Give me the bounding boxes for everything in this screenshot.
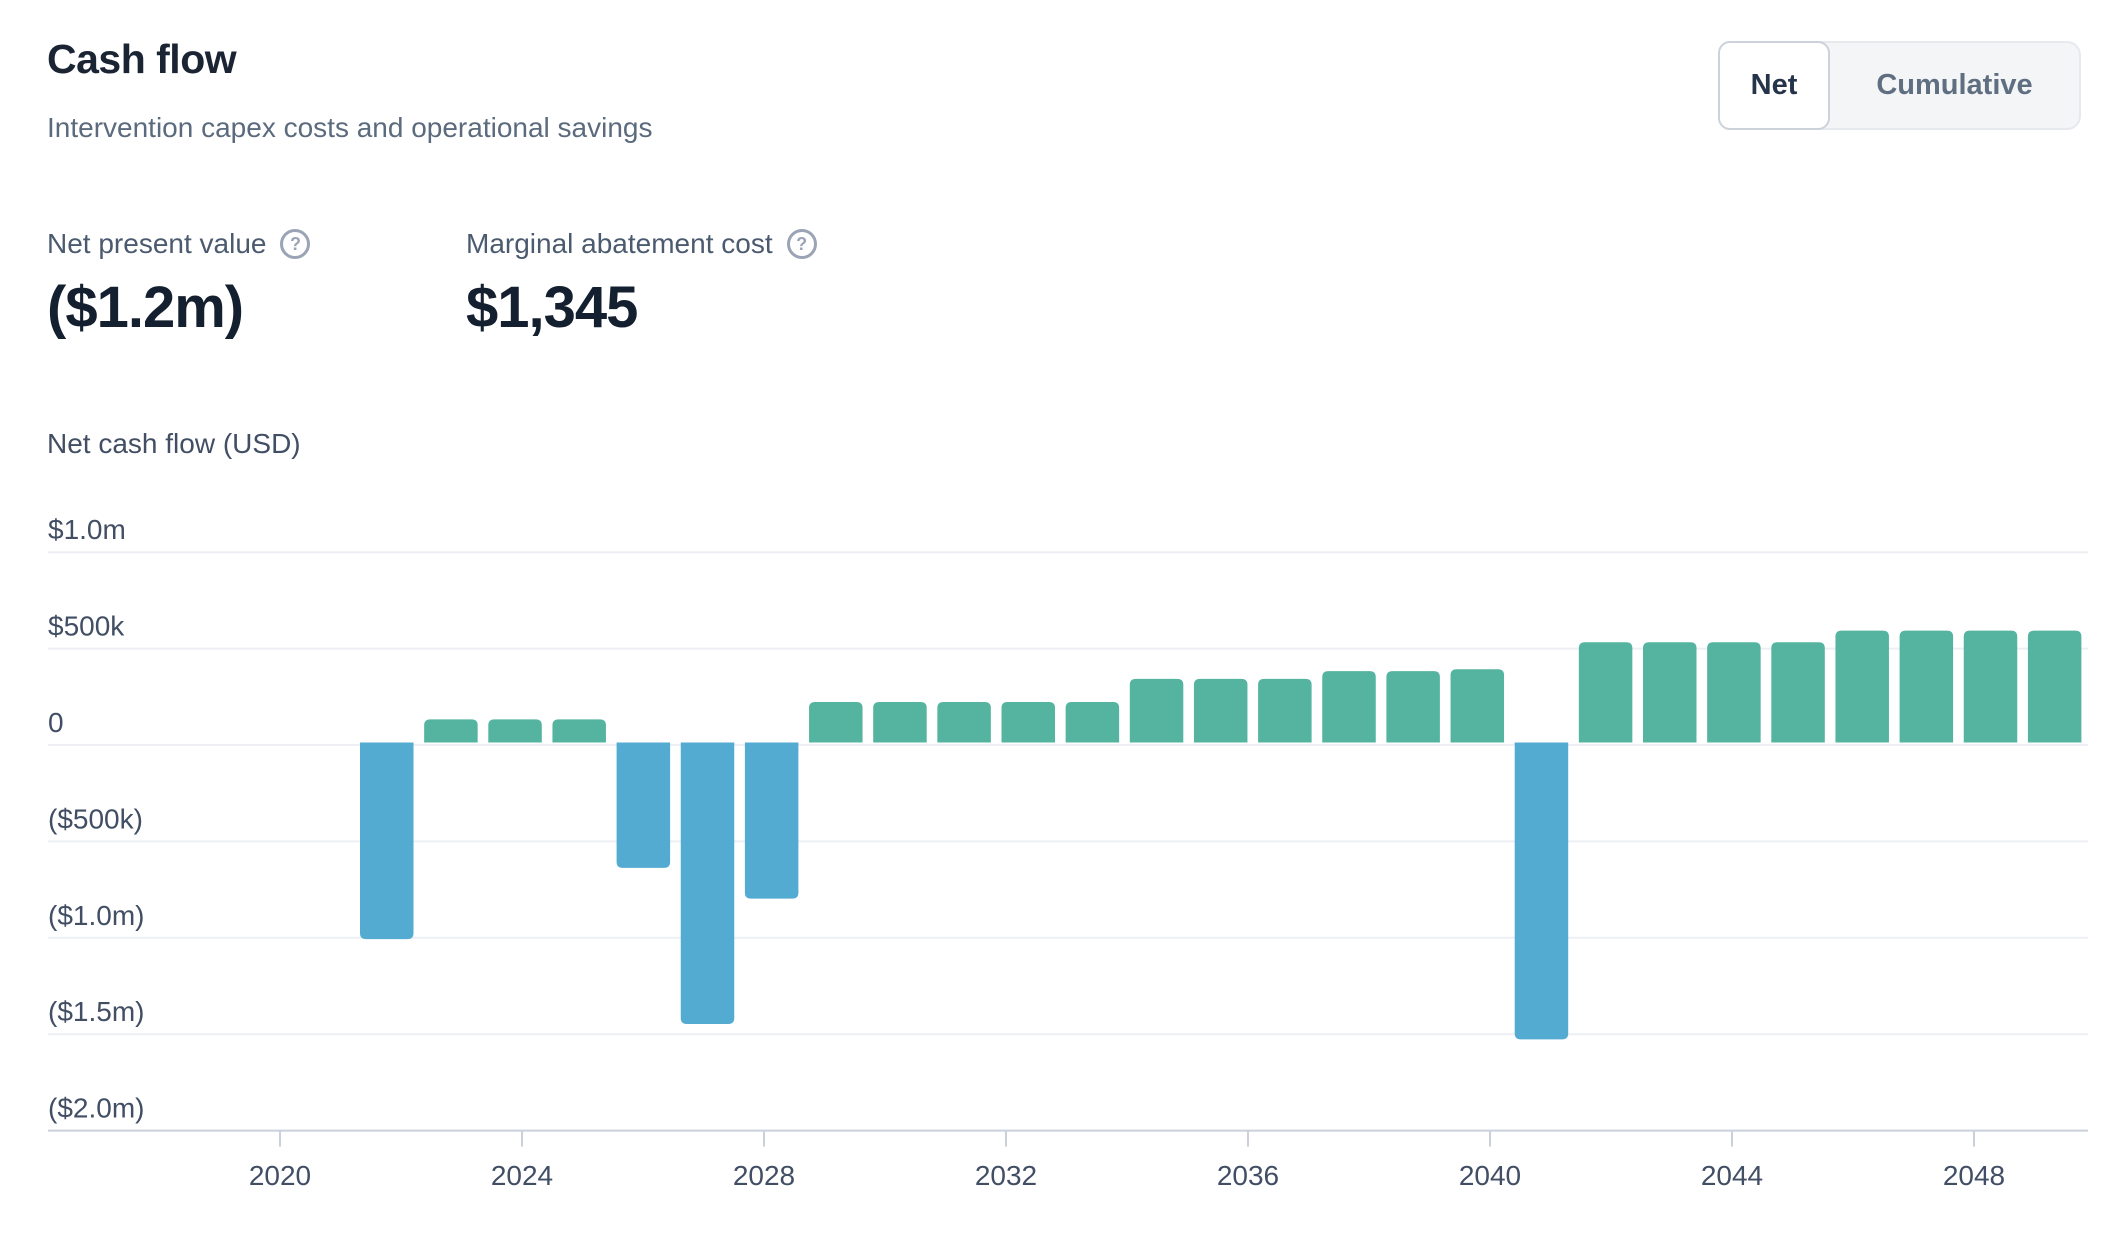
x-tick-label: 2048 <box>1943 1160 2005 1191</box>
page-subtitle: Intervention capex costs and operational… <box>47 112 653 143</box>
bar-2047[interactable] <box>1963 630 2018 743</box>
x-tick-label: 2020 <box>249 1160 311 1191</box>
x-tick-label: 2044 <box>1701 1160 1763 1191</box>
toggle-net-button[interactable]: Net <box>1718 41 1830 130</box>
metric-value: ($1.2m) <box>47 275 244 340</box>
question-circle-icon[interactable]: ? <box>786 229 817 259</box>
metric-value: $1,345 <box>466 275 638 340</box>
x-tick-label: 2024 <box>491 1160 553 1191</box>
y-tick-label: $1.0m <box>48 514 126 545</box>
y-tick-label: ($1.5m) <box>48 996 144 1027</box>
y-tick-label: ($500k) <box>48 803 143 834</box>
bar-2040[interactable] <box>1514 742 1569 1040</box>
page-title: Cash flow <box>47 36 237 82</box>
x-tick-label: 2028 <box>733 1160 795 1191</box>
bar-2046[interactable] <box>1899 630 1954 743</box>
bar-2034[interactable] <box>1129 678 1184 743</box>
x-tick-label: 2032 <box>975 1160 1037 1191</box>
bar-2044[interactable] <box>1771 642 1825 743</box>
bar-2026[interactable] <box>616 742 671 868</box>
bar-2025[interactable] <box>552 719 606 743</box>
bar-2039[interactable] <box>1450 669 1505 743</box>
y-tick-label: 0 <box>48 707 64 738</box>
bar-2038[interactable] <box>1386 671 1440 743</box>
bar-2023[interactable] <box>424 719 478 743</box>
bar-2043[interactable] <box>1707 642 1761 743</box>
bar-2030[interactable] <box>873 702 927 743</box>
bar-2045[interactable] <box>1835 630 1889 743</box>
metric-marginal-abatement-cost: Marginal abatement cost ? $1,345 <box>466 228 817 341</box>
chart-axis-title: Net cash flow (USD) <box>47 428 301 459</box>
bar-2041[interactable] <box>1578 642 1633 743</box>
bar-2037[interactable] <box>1322 671 1376 743</box>
bar-2028[interactable] <box>744 742 799 899</box>
bar-2027[interactable] <box>680 742 735 1024</box>
bar-2022[interactable] <box>360 742 414 940</box>
question-circle-icon[interactable]: ? <box>280 229 311 259</box>
bar-2042[interactable] <box>1643 642 1697 743</box>
toggle-cumulative-button[interactable]: Cumulative <box>1830 43 2079 128</box>
bar-2024[interactable] <box>488 719 542 743</box>
bar-2033[interactable] <box>1065 702 1120 743</box>
chart-mode-toggle: Net Cumulative <box>1718 41 2081 130</box>
metric-label: Net present value <box>47 228 267 259</box>
x-tick-label: 2040 <box>1459 1160 1521 1191</box>
metric-net-present-value: Net present value ? ($1.2m) <box>47 228 311 341</box>
y-tick-label: ($1.0m) <box>48 900 144 931</box>
metric-label: Marginal abatement cost <box>466 228 773 259</box>
bar-2032[interactable] <box>1001 702 1056 743</box>
bar-2036[interactable] <box>1258 678 1312 743</box>
bar-2031[interactable] <box>937 702 991 743</box>
bar-2048[interactable] <box>2027 630 2082 743</box>
bar-2029[interactable] <box>809 702 863 743</box>
y-tick-label: $500k <box>48 611 125 642</box>
x-tick-label: 2036 <box>1217 1160 1279 1191</box>
bar-2035[interactable] <box>1193 678 1248 743</box>
y-tick-label: ($2.0m) <box>48 1093 144 1124</box>
